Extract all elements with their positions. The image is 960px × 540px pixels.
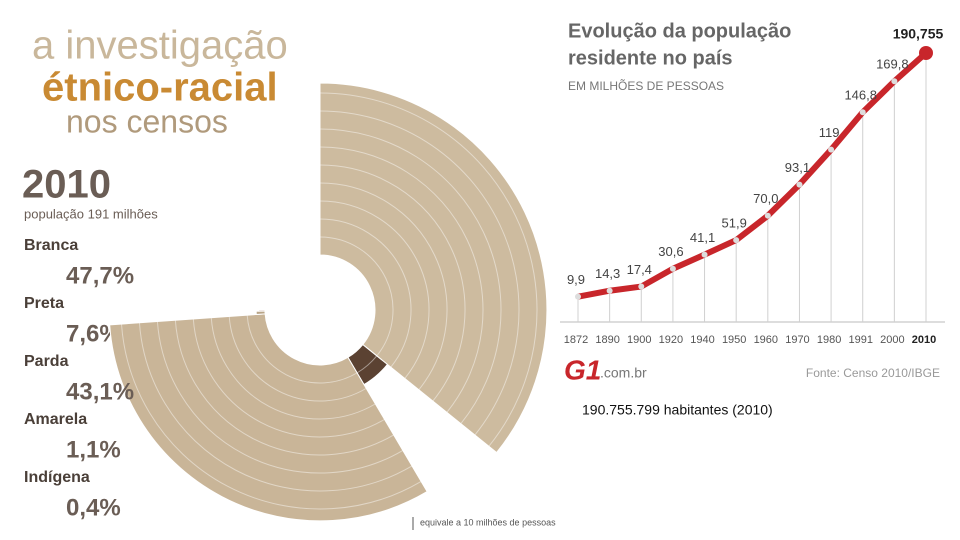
texture-ring [192, 318, 385, 438]
texture-ring [319, 218, 412, 368]
value-label: 146,8 [844, 88, 877, 103]
category-label: Amarela [24, 411, 87, 428]
value-label: 41,1 [690, 230, 715, 245]
category-label: Branca [24, 237, 78, 254]
value-label: 93,1 [785, 160, 810, 175]
caption: 190.755.799 habitantes (2010) [582, 402, 773, 418]
infographic-title: a investigação [32, 24, 288, 68]
texture-ring [319, 128, 502, 425]
sector [319, 82, 548, 454]
value-label: 14,3 [595, 266, 620, 281]
point [919, 46, 933, 60]
texture-ring [319, 146, 484, 413]
subtitle: população 191 milhões [24, 206, 158, 221]
year: 2010 [22, 163, 111, 207]
texture-ring [319, 200, 430, 379]
sector [255, 310, 266, 316]
value-label: 0,4% [66, 494, 121, 521]
point [764, 212, 771, 219]
texture-ring [174, 320, 394, 456]
source: Fonte: Censo 2010/IBGE [806, 366, 940, 380]
value-label: 190,755 [893, 26, 944, 42]
point [669, 265, 676, 272]
line [577, 50, 928, 300]
x-tick-label: 1890 [595, 334, 619, 346]
texture-ring [228, 316, 367, 402]
texture-ring [120, 324, 422, 510]
note: equivale a 10 milhões de pessoas [420, 517, 556, 527]
value-label: 51,9 [722, 216, 747, 231]
chart-subtitle: EM MILHÕES DE PESSOAS [568, 78, 724, 93]
value-label: 47,7% [66, 262, 134, 289]
x-tick-label: 1960 [754, 334, 778, 346]
x-tick-label: 1920 [659, 334, 683, 346]
point [828, 146, 835, 153]
point [575, 293, 581, 300]
value-label: 9,9 [567, 272, 585, 287]
x-tick-label: 1970 [785, 334, 809, 346]
point [796, 181, 803, 188]
chart-title: residente no país [568, 47, 733, 69]
point [891, 78, 898, 85]
value-label: 43,1% [66, 378, 134, 405]
x-tick-label: 2000 [880, 334, 904, 346]
infographic-title: nos censos [66, 103, 228, 139]
value-label: 119 [819, 125, 840, 140]
texture-ring [319, 164, 466, 402]
x-tick-label: 1872 [564, 334, 588, 346]
value-label: 169,8 [876, 57, 909, 72]
sector [109, 313, 428, 522]
category-label: Parda [24, 353, 69, 370]
x-tick-label: 1980 [817, 334, 841, 346]
texture-ring [246, 315, 358, 384]
category-label: Indígena [24, 469, 90, 486]
texture-ring [138, 322, 413, 492]
texture-ring [319, 182, 448, 391]
point [733, 237, 740, 244]
texture-ring [319, 110, 520, 436]
texture-ring [319, 236, 394, 357]
texture-ring [210, 317, 376, 420]
x-tick-label: 1991 [848, 334, 872, 346]
point [859, 109, 866, 116]
x-tick-label: 2010 [912, 334, 936, 346]
x-tick-label: 1940 [690, 334, 714, 346]
sector [258, 309, 266, 312]
texture-ring [319, 92, 538, 447]
point [606, 287, 613, 294]
texture-ring [156, 321, 404, 474]
infographic-title: étnico-racial [42, 66, 278, 110]
value-label: 1,1% [66, 436, 121, 463]
brand: G1 [564, 354, 601, 385]
point [638, 283, 645, 290]
point [701, 251, 708, 258]
value-label: 17,4 [627, 262, 652, 277]
chart-title: Evolução da população [568, 20, 791, 42]
x-tick-label: 1900 [627, 334, 651, 346]
category-label: Preta [24, 295, 64, 312]
value-label: 30,6 [658, 244, 683, 259]
x-tick-label: 1950 [722, 334, 746, 346]
brand-suffix: .com.br [600, 365, 647, 381]
value-label: 70,0 [753, 191, 778, 206]
